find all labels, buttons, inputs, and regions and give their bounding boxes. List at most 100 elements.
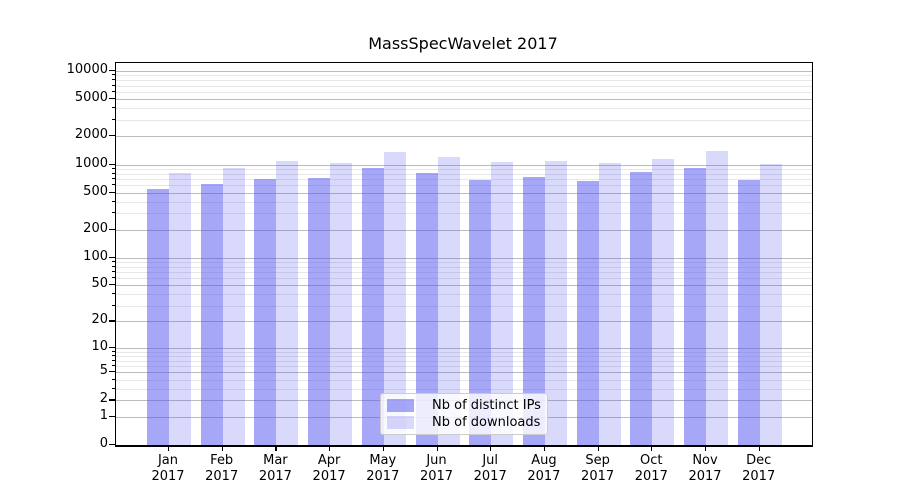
bar-nb-of-downloads-aug <box>544 160 567 445</box>
bar-nb-of-distinct-ips-may <box>361 167 384 445</box>
x-tick <box>597 446 599 451</box>
y-tick <box>109 284 115 286</box>
y-minor-tick <box>112 270 115 272</box>
y-tick-label: 5 <box>99 363 108 379</box>
y-gridline <box>116 321 812 323</box>
y-gridline <box>116 351 812 353</box>
y-tick-label: 10 <box>91 338 108 354</box>
y-minor-tick <box>112 107 115 109</box>
bar-nb-of-downloads-dec <box>759 163 782 445</box>
y-minor-tick <box>112 212 115 214</box>
bar-nb-of-distinct-ips-jan <box>147 189 169 445</box>
y-gridline <box>116 173 812 175</box>
y-minor-tick <box>112 293 115 295</box>
y-minor-tick <box>112 260 115 262</box>
bar-nb-of-distinct-ips-oct <box>630 171 653 445</box>
x-tick <box>490 446 492 451</box>
y-minor-tick <box>112 265 115 267</box>
bar-nb-of-distinct-ips-jun <box>415 172 438 445</box>
y-gridline <box>116 136 812 138</box>
y-tick <box>109 98 115 100</box>
y-gridline <box>116 285 812 287</box>
x-tick-label: Mar 2017 <box>258 453 292 484</box>
x-tick <box>382 446 384 451</box>
y-minor-tick <box>112 172 115 174</box>
y-tick-label: 5000 <box>74 90 108 106</box>
y-gridline <box>116 164 812 166</box>
y-minor-tick <box>112 277 115 279</box>
y-tick <box>109 135 115 137</box>
y-minor-tick <box>112 350 115 352</box>
y-gridline <box>116 201 812 203</box>
y-tick-label: 2000 <box>74 127 108 143</box>
y-tick <box>109 346 115 348</box>
x-tick-label: Apr 2017 <box>312 453 346 484</box>
y-gridline <box>116 360 812 362</box>
y-minor-tick <box>112 177 115 179</box>
y-tick <box>109 70 115 72</box>
y-gridline <box>116 178 812 180</box>
y-tick-label: 10000 <box>66 62 108 77</box>
bar-nb-of-downloads-nov <box>706 150 728 445</box>
y-gridline <box>116 347 812 349</box>
x-tick <box>436 446 438 451</box>
x-tick <box>221 446 223 451</box>
x-tick-label: Dec 2017 <box>742 453 776 484</box>
y-gridline <box>116 71 812 72</box>
legend: Nb of distinct IPs Nb of downloads <box>380 393 548 435</box>
y-minor-tick <box>112 90 115 92</box>
y-gridline <box>116 185 812 187</box>
bar-nb-of-downloads-apr <box>330 162 353 445</box>
chart-title: MassSpecWavelet 2017 <box>368 34 558 53</box>
y-gridline <box>116 213 812 215</box>
y-gridline <box>116 192 812 194</box>
y-gridline <box>116 278 812 280</box>
bar-nb-of-downloads-jul <box>491 161 514 445</box>
y-tick-label: 0 <box>99 436 108 451</box>
y-minor-tick <box>112 365 115 366</box>
y-minor-tick <box>112 200 115 202</box>
y-minor-tick <box>112 74 115 76</box>
bar-nb-of-downloads-jun <box>437 156 460 445</box>
y-gridline <box>116 108 812 110</box>
bar-nb-of-distinct-ips-apr <box>308 177 331 445</box>
y-gridline <box>116 75 812 77</box>
y-gridline <box>116 388 812 390</box>
x-tick <box>168 446 170 451</box>
x-tick <box>705 446 707 451</box>
y-minor-tick <box>112 354 115 356</box>
x-tick-label: Nov 2017 <box>688 453 722 484</box>
y-tick <box>109 371 115 373</box>
bar-nb-of-downloads-jan <box>169 173 191 445</box>
y-minor-tick <box>112 387 115 389</box>
y-tick-label: 100 <box>83 248 108 264</box>
bar-nb-of-downloads-sep <box>598 162 621 445</box>
y-tick-label: 2 <box>99 391 108 407</box>
plot-area: Nb of distinct IPs Nb of downloads <box>115 62 813 447</box>
y-tick-label: 1 <box>99 407 108 423</box>
x-tick-label: May 2017 <box>366 453 400 484</box>
y-gridline <box>116 99 812 101</box>
y-gridline <box>116 257 812 259</box>
y-tick-label: 200 <box>83 220 108 236</box>
y-minor-tick <box>112 359 115 361</box>
y-minor-tick <box>112 378 115 380</box>
y-minor-tick <box>112 79 115 81</box>
y-gridline <box>116 229 812 231</box>
x-tick-label: Feb 2017 <box>205 453 239 484</box>
y-gridline <box>116 271 812 273</box>
y-tick <box>109 163 115 165</box>
y-gridline <box>116 372 812 374</box>
legend-label-downloads: Nb of downloads <box>432 415 541 430</box>
x-tick <box>275 446 277 451</box>
bar-nb-of-distinct-ips-dec <box>737 179 760 445</box>
y-tick <box>109 228 115 230</box>
legend-entry-downloads: Nb of downloads <box>387 414 547 431</box>
bar-nb-of-distinct-ips-aug <box>522 176 545 445</box>
y-tick-label: 1000 <box>74 155 108 171</box>
x-tick <box>329 446 331 451</box>
y-tick <box>109 191 115 193</box>
y-minor-tick <box>112 118 115 120</box>
x-tick-label: Aug 2017 <box>527 453 561 484</box>
y-minor-tick <box>112 84 115 86</box>
